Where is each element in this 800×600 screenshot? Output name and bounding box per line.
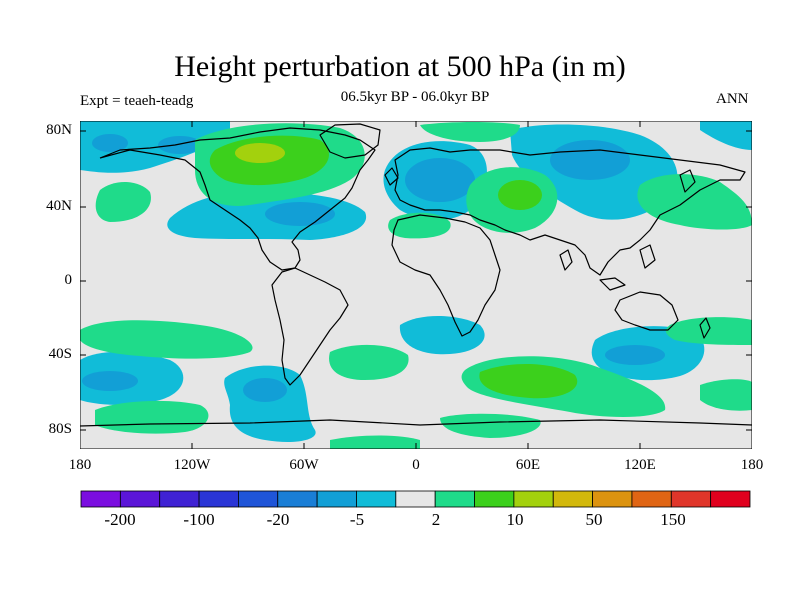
colorbar-swatch	[552, 490, 593, 508]
colorbar-swatch	[710, 490, 751, 508]
colorbar-swatch	[356, 490, 397, 508]
lat-label: 40S	[48, 346, 72, 362]
colorbar-swatch	[474, 490, 515, 508]
peak-positive-anomaly-regions	[235, 143, 285, 163]
experiment-label: Expt = teaeh-teadg	[80, 93, 194, 109]
lon-label: 60E	[515, 457, 541, 473]
colorbar-swatch	[395, 490, 436, 508]
lat-label: 0	[64, 272, 73, 288]
colorbar-swatch	[631, 490, 672, 508]
colorbar-swatch	[159, 490, 200, 508]
colorbar-swatch	[592, 490, 633, 508]
colorbar-swatch	[119, 490, 161, 508]
lat-label: 80S	[48, 421, 72, 437]
colorbar-label: 150	[660, 510, 686, 529]
colorbar	[80, 490, 751, 508]
colorbar-swatch	[238, 490, 279, 508]
colorbar-label: -20	[266, 510, 290, 529]
colorbar-label: -100	[183, 510, 215, 529]
colorbar-label: 10	[506, 510, 524, 529]
coastlines	[80, 123, 752, 427]
colorbar-label: 2	[431, 510, 441, 529]
colorbar-swatch	[277, 490, 318, 508]
lon-label: 180	[68, 457, 92, 473]
strong-negative-anomaly-regions	[82, 134, 665, 402]
lat-label: 80N	[46, 122, 72, 138]
colorbar-swatch	[316, 490, 357, 508]
lon-label: 0	[412, 457, 420, 473]
season-label: ANN	[716, 91, 749, 107]
lat-label: 40N	[46, 198, 72, 214]
colorbar-label: -200	[104, 510, 136, 529]
lon-label: 60W	[289, 457, 319, 473]
lon-label: 120W	[173, 457, 211, 473]
colorbar-label: 50	[585, 510, 603, 529]
height-field	[80, 121, 752, 449]
colorbar-label: -5	[349, 510, 365, 529]
colorbar-swatch	[434, 490, 475, 508]
colorbar-swatch	[198, 490, 239, 508]
axis-ticks	[80, 121, 752, 449]
colorbar-swatch	[513, 490, 554, 508]
colorbar-swatch	[670, 490, 712, 508]
lon-label: 120E	[624, 457, 656, 473]
subtitle: 06.5kyr BP - 06.0kyr BP	[340, 89, 490, 105]
page-title: Height perturbation at 500 hPa (in m)	[174, 50, 626, 83]
lon-label: 180	[740, 457, 764, 473]
colorbar-swatch	[80, 490, 121, 508]
